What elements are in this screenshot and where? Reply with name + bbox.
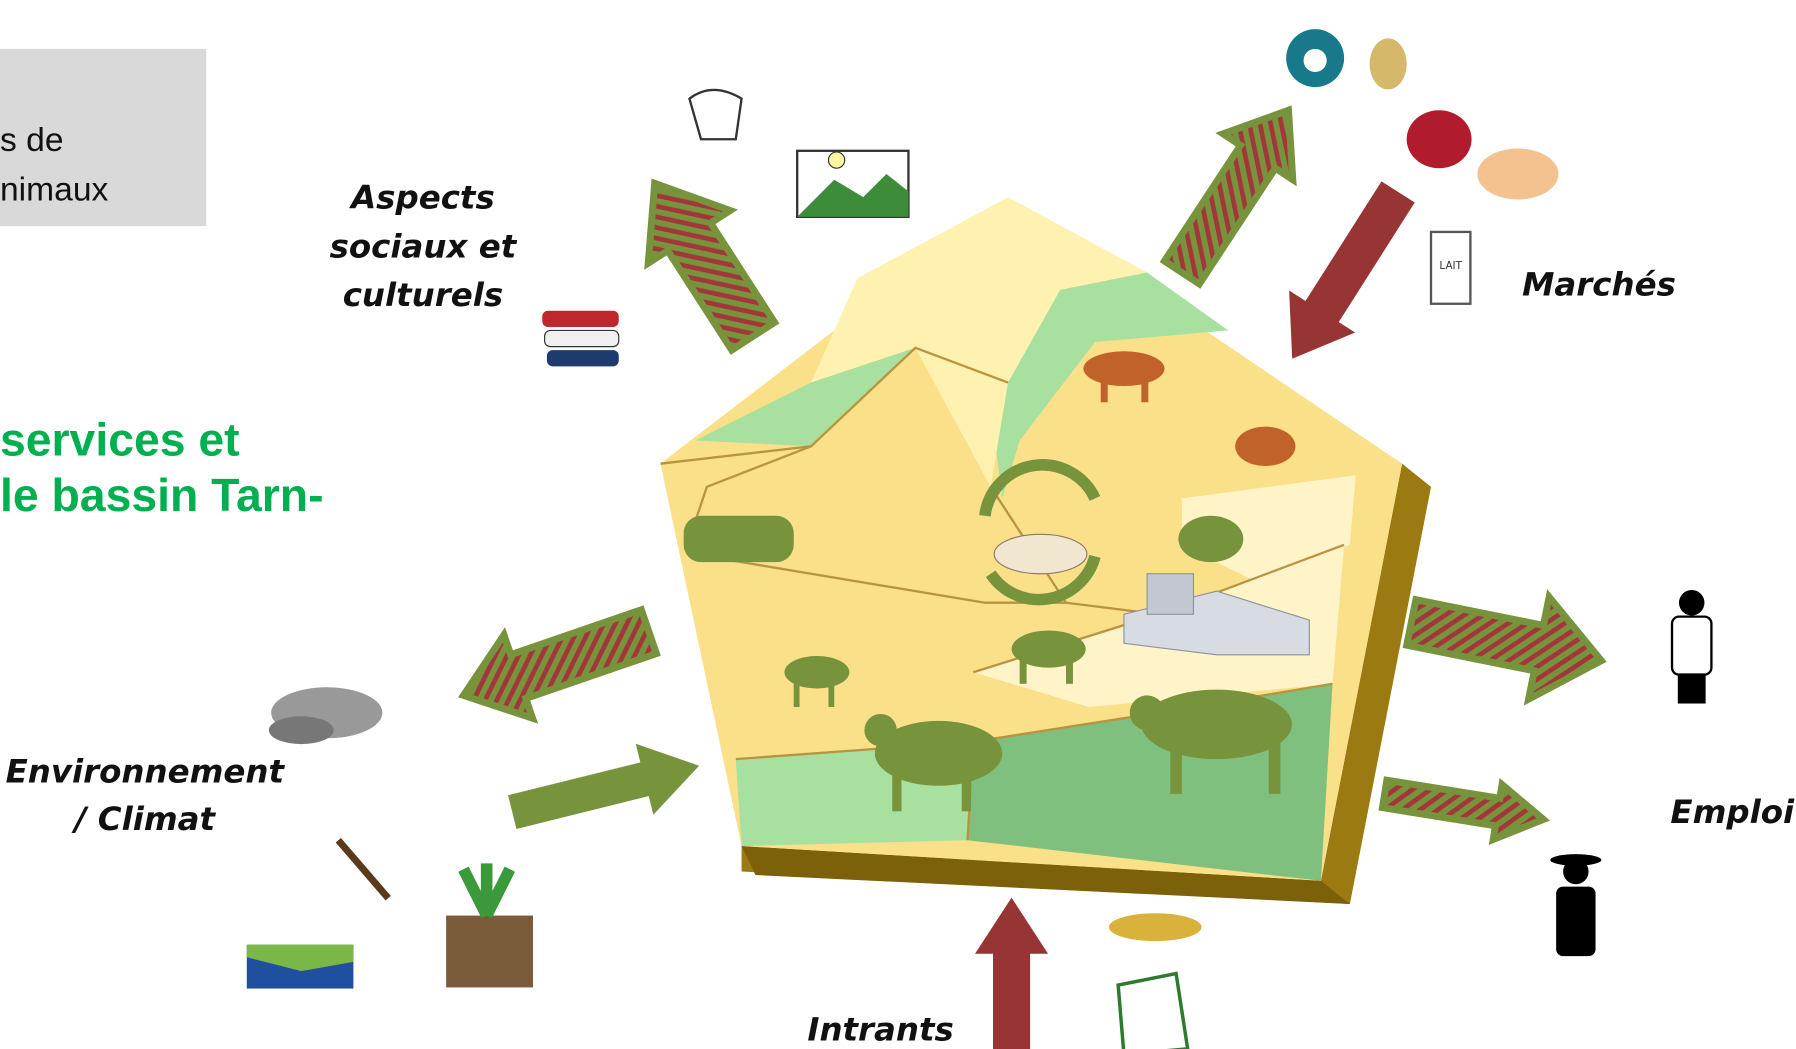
farm-building xyxy=(1123,573,1310,656)
market-icons: LAIT xyxy=(1286,29,1559,305)
cooperation-icon xyxy=(979,459,1101,606)
label-environment: Environnement xyxy=(6,752,286,790)
flow-arrow xyxy=(458,605,661,724)
label-inputs: Intrants xyxy=(807,1011,953,1049)
label-jobs: Emploi xyxy=(1670,793,1795,831)
flow-arrow xyxy=(508,743,700,829)
livestock-orange xyxy=(1083,351,1296,466)
label-social: sociaux et xyxy=(330,227,518,265)
livestock xyxy=(683,515,1292,812)
social-icons xyxy=(542,88,910,367)
info-box xyxy=(0,48,207,227)
title: services et xyxy=(0,414,240,466)
flow-arrow xyxy=(644,178,780,355)
box-text: nimaux xyxy=(0,172,108,209)
environment-icons xyxy=(246,687,534,989)
flow-arrow xyxy=(975,897,1049,1049)
flow-arrow xyxy=(1378,776,1551,846)
flow-arrow xyxy=(1402,589,1607,706)
label-environment: / Climat xyxy=(71,800,217,838)
input-icons xyxy=(1108,913,1202,1049)
label-social: culturels xyxy=(343,276,503,314)
title: le bassin Tarn- xyxy=(0,469,324,521)
flow-arrow xyxy=(1289,181,1415,359)
label-markets: Marchés xyxy=(1522,266,1676,304)
worker-icons xyxy=(1550,589,1713,957)
label-social: Aspects xyxy=(348,179,495,217)
milk-label: LAIT xyxy=(1439,260,1462,272)
flow-arrow xyxy=(1159,105,1297,289)
box-text: s de xyxy=(0,122,64,159)
